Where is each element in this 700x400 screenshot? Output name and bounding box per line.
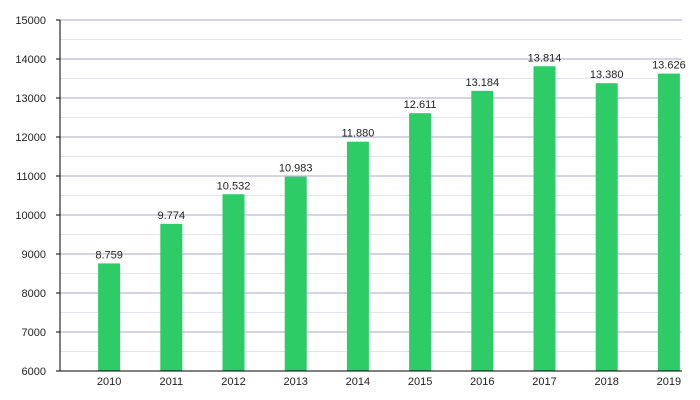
x-tick-label-2011: 2011 — [159, 376, 183, 388]
data-label-2012: 10.532 — [217, 180, 251, 192]
bar-2019 — [657, 73, 680, 371]
data-labels: 8.759 9.774 10.532 10.983 11.880 12.611 13.184… — [95, 52, 685, 261]
data-label-2016: 13.184 — [465, 77, 499, 89]
x-tick-label-2013: 2013 — [283, 376, 307, 388]
y-tick-labels: 6000 7000 8000 9000 10000 11000 12000 13000 1400… — [15, 15, 60, 378]
bar-2012 — [222, 194, 245, 371]
bar-2010 — [98, 263, 121, 371]
x-tick-label-2015: 2015 — [408, 376, 432, 388]
data-label-2011: 9.774 — [158, 210, 186, 222]
y-tick-label-14000: 14000 — [15, 54, 46, 66]
bars — [98, 66, 680, 372]
data-label-2019: 13.626 — [652, 60, 686, 72]
data-label-2013: 10.983 — [279, 163, 313, 175]
y-tick-label-7000: 7000 — [22, 327, 46, 339]
bar-2018 — [595, 83, 618, 372]
y-tick-label-6000: 6000 — [22, 366, 46, 378]
data-label-2018: 13.380 — [590, 69, 624, 81]
x-tick-label-2017: 2017 — [532, 376, 556, 388]
y-tick-label-8000: 8000 — [22, 288, 46, 300]
bar-2017 — [533, 66, 556, 371]
data-label-2014: 11.880 — [341, 128, 374, 140]
x-tick-label-2012: 2012 — [221, 376, 245, 388]
data-label-2010: 8.759 — [95, 249, 123, 261]
data-label-2017: 13.814 — [528, 52, 562, 64]
x-tick-label-2010: 2010 — [97, 376, 121, 388]
y-tick-label-13000: 13000 — [15, 93, 46, 105]
y-tick-label-10000: 10000 — [15, 210, 46, 222]
y-tick-label-11000: 11000 — [16, 171, 46, 183]
x-tick-label-2019: 2019 — [657, 376, 681, 388]
data-label-2015: 12.611 — [404, 99, 437, 111]
bar-2016 — [471, 90, 494, 371]
x-tick-label-2018: 2018 — [594, 376, 618, 388]
bar-2014 — [346, 141, 369, 371]
x-tick-label-2016: 2016 — [470, 376, 494, 388]
y-tick-label-9000: 9000 — [22, 249, 46, 261]
x-tick-labels: 2010 2011 2012 2013 2014 2015 2016 2017 2018 2019 — [97, 376, 681, 388]
bar-2011 — [160, 223, 183, 371]
grid-lines — [60, 19, 682, 372]
x-tick-label-2014: 2014 — [346, 376, 370, 388]
bar-2013 — [284, 176, 307, 371]
bar-2015 — [409, 113, 432, 372]
axes — [59, 20, 682, 372]
y-tick-label-15000: 15000 — [15, 15, 46, 27]
y-tick-label-12000: 12000 — [15, 132, 46, 144]
